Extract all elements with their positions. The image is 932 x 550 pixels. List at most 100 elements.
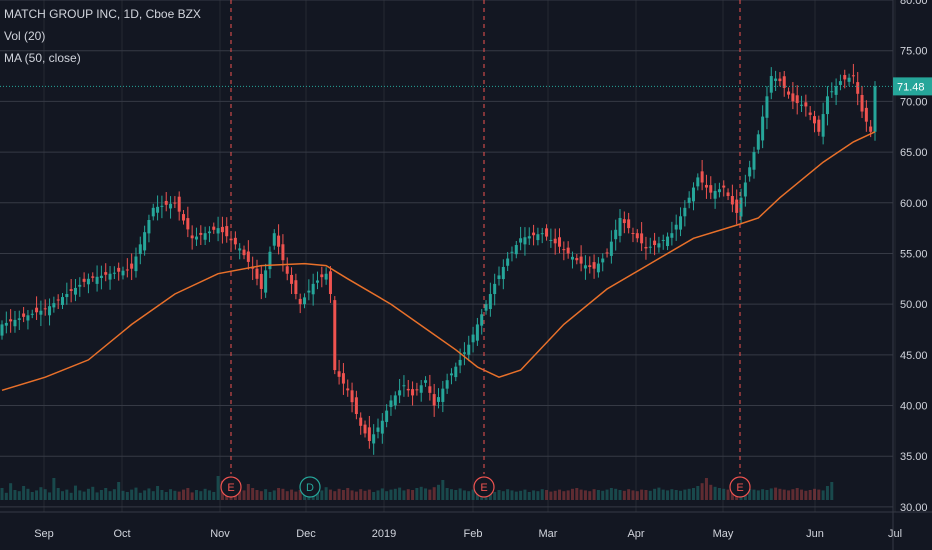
candle-body xyxy=(661,239,665,241)
candle-body xyxy=(4,322,8,326)
candle-body xyxy=(207,231,211,234)
candle-body xyxy=(169,203,173,209)
volume-bar xyxy=(320,490,324,500)
volume-bar xyxy=(406,489,410,500)
x-tick-label: Jul xyxy=(888,528,902,540)
candle-body xyxy=(61,297,65,305)
volume-bar xyxy=(458,488,462,500)
x-tick-label: Mar xyxy=(539,528,558,540)
candle-body xyxy=(488,294,492,310)
volume-bar xyxy=(545,490,549,500)
candle-body xyxy=(475,324,479,341)
candle-body xyxy=(99,275,103,279)
volume-bar xyxy=(73,485,77,500)
candle-body xyxy=(458,359,462,366)
candle-body xyxy=(117,267,121,272)
event-label: E xyxy=(480,482,487,494)
volume-bar xyxy=(147,488,151,500)
volume-bar xyxy=(605,489,609,500)
volume-bar xyxy=(575,488,579,500)
candle-body xyxy=(527,236,531,239)
y-tick-label: 50.00 xyxy=(900,299,928,311)
volume-bar xyxy=(674,490,678,500)
candle-body xyxy=(393,395,397,406)
legend-ma[interactable]: MA (50, close) xyxy=(4,51,81,65)
volume-bar xyxy=(553,490,557,500)
volume-bar xyxy=(402,490,406,500)
volume-bar xyxy=(177,491,181,500)
candle-body xyxy=(791,93,795,102)
candle-body xyxy=(765,96,769,118)
volume-bar xyxy=(467,491,471,500)
candle-body xyxy=(540,233,544,235)
candle-body xyxy=(800,104,804,106)
x-tick-label: May xyxy=(713,528,734,540)
candle-body xyxy=(125,269,129,271)
event-marker xyxy=(220,476,242,498)
volume-bar xyxy=(61,491,65,500)
volume-bar xyxy=(748,488,752,500)
volume-bar xyxy=(56,488,60,500)
candle-body xyxy=(406,388,410,391)
candle-body xyxy=(536,234,540,241)
candle-body xyxy=(570,256,574,260)
candle-body xyxy=(363,424,367,434)
volume-bar xyxy=(35,490,39,500)
candle-body xyxy=(0,324,4,336)
candle-body xyxy=(817,119,821,132)
volume-bar xyxy=(186,488,190,500)
volume-bar xyxy=(536,491,540,500)
candle-body xyxy=(229,238,233,241)
volume-bar xyxy=(190,492,194,500)
candle-body xyxy=(493,283,497,295)
volume-bar xyxy=(324,487,328,500)
legend-symbol[interactable]: MATCH GROUP INC, 1D, Cboe BZX xyxy=(4,7,201,21)
volume-bar xyxy=(9,483,13,500)
candle-body xyxy=(194,236,198,240)
candle-body xyxy=(294,280,298,295)
candle-body xyxy=(644,246,648,249)
volume-bar xyxy=(640,489,644,500)
candle-body xyxy=(501,266,505,280)
candle-body xyxy=(160,205,164,207)
volume-bar xyxy=(441,480,445,500)
volume-bar xyxy=(143,490,147,500)
volume-bar xyxy=(514,491,518,500)
volume-bar xyxy=(519,490,523,500)
volume-bar xyxy=(48,492,52,500)
event-marker xyxy=(729,476,751,498)
legend-volume[interactable]: Vol (20) xyxy=(4,29,46,43)
candle-body xyxy=(605,252,609,254)
candle-body xyxy=(717,189,721,193)
candle-body xyxy=(290,274,294,284)
y-tick-label: 45.00 xyxy=(900,350,928,362)
volume-bar xyxy=(238,489,242,500)
volume-bar xyxy=(182,489,186,500)
candle-body xyxy=(691,187,695,202)
candle-body xyxy=(298,298,302,305)
volume-bar xyxy=(661,489,665,500)
candle-body xyxy=(549,239,553,241)
candle-body xyxy=(138,244,142,255)
y-tick-label: 75.00 xyxy=(900,46,928,58)
volume-bar xyxy=(376,490,380,500)
volume-bar xyxy=(432,487,436,500)
candle-body xyxy=(596,263,600,273)
volume-bar xyxy=(69,492,73,500)
candle-body xyxy=(812,116,816,124)
volume-bar xyxy=(821,490,825,500)
candle-body xyxy=(39,310,43,315)
candle-body xyxy=(419,385,423,393)
volume-bar xyxy=(765,490,769,500)
volume-bar xyxy=(687,488,691,500)
candle-body xyxy=(69,289,73,291)
candle-body xyxy=(376,427,380,432)
candle-body xyxy=(108,273,112,280)
y-tick-label: 55.00 xyxy=(900,248,928,260)
candle-body xyxy=(35,307,39,313)
volume-bar xyxy=(372,492,376,500)
candle-body xyxy=(26,315,30,321)
candle-body xyxy=(216,228,220,234)
